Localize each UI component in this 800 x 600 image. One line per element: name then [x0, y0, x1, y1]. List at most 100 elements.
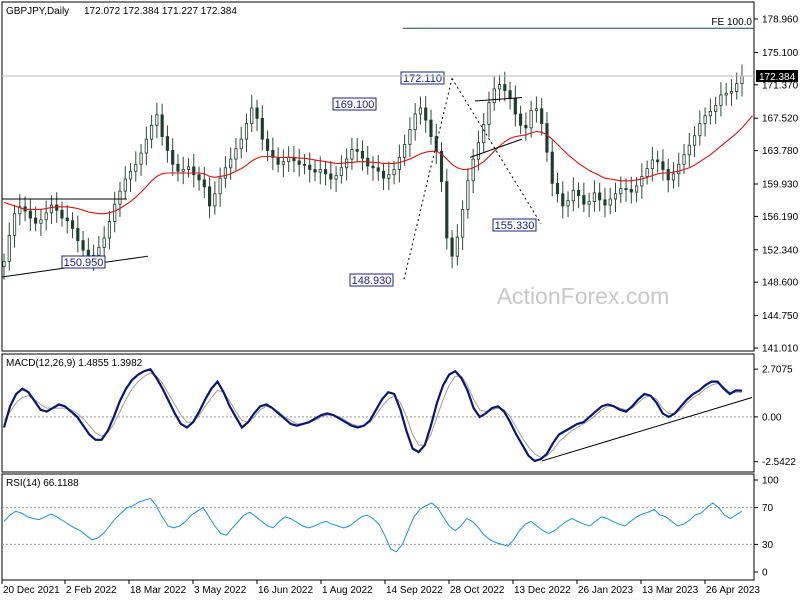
candle [339, 155, 343, 184]
x-axis-label: 20 Dec 2021 [3, 585, 60, 596]
candle [313, 160, 317, 182]
candle [239, 126, 243, 159]
candle-body [555, 182, 560, 195]
candle-body [334, 175, 338, 180]
candle-body [534, 108, 538, 111]
candle [524, 112, 528, 141]
x-axis-label: 28 Oct 2022 [450, 585, 505, 596]
candle-body [239, 138, 243, 150]
candle [587, 192, 591, 218]
candle [12, 204, 17, 248]
candle [598, 182, 602, 212]
candle [482, 113, 486, 153]
candle [102, 226, 106, 261]
x-axis-label: 13 Mar 2023 [642, 585, 699, 596]
candle [592, 180, 596, 212]
candle [608, 187, 612, 215]
candle-body [12, 213, 17, 236]
candle-body [28, 210, 32, 219]
price-annotation: 148.930 [349, 273, 394, 287]
candle [55, 192, 59, 223]
candle-body [550, 151, 554, 184]
candle-body [403, 143, 407, 158]
candle [302, 154, 307, 175]
annotation-label: 150.950 [64, 257, 104, 269]
candle [397, 144, 401, 183]
candle [582, 182, 586, 213]
candle [413, 103, 417, 141]
candle-body [719, 94, 723, 106]
candle [234, 137, 238, 172]
candle [561, 181, 565, 219]
candle [345, 148, 349, 181]
macd-trendline [541, 397, 753, 462]
x-axis-label: 16 Jun 2022 [258, 585, 313, 596]
candle [519, 105, 523, 134]
candle-body [740, 75, 744, 85]
annotation-box [61, 255, 106, 269]
candle [503, 71, 507, 102]
price-axis-label: 141.010 [762, 344, 799, 355]
candle [165, 125, 169, 163]
candle [297, 148, 301, 177]
candle [735, 72, 739, 100]
candle-body [577, 189, 581, 196]
candle-body [519, 113, 523, 126]
candle-body [44, 212, 48, 221]
price-axis-label: 171.370 [762, 80, 799, 91]
ohlc-values: 172.072 172.384 171.227 172.384 [84, 6, 237, 17]
candle-body [244, 123, 249, 140]
candle-body [487, 102, 491, 125]
candle-body [540, 108, 544, 124]
candle-body [76, 228, 80, 241]
candle-body [360, 150, 365, 159]
candle-body [281, 161, 285, 165]
price-axis-label: 178.960 [762, 15, 799, 26]
rsi-axis-label: 30 [762, 540, 774, 551]
x-axis-label: 1 Aug 2022 [322, 585, 373, 596]
rsi-axis-label: 100 [762, 476, 779, 487]
candle-body [708, 111, 712, 117]
watermark: ActionForex.com [497, 283, 670, 309]
candle-body [107, 221, 112, 239]
price-annotation: 155.330 [492, 218, 537, 232]
candle-body [729, 91, 734, 94]
annotation-box [332, 97, 377, 111]
candle-body [60, 209, 64, 219]
candle [250, 95, 254, 133]
candle-body [55, 204, 59, 211]
candle-body [466, 180, 470, 210]
candle [724, 83, 728, 106]
candle [7, 222, 11, 271]
candle [281, 149, 285, 178]
candle-body [350, 149, 354, 160]
candle [529, 100, 533, 138]
candle-body [645, 168, 649, 177]
candle [450, 230, 454, 269]
candle-body [65, 217, 69, 222]
candle-body [371, 165, 375, 169]
candle [208, 177, 212, 219]
candle-body [186, 166, 191, 170]
candle-body [323, 169, 328, 175]
candle-body [571, 189, 575, 202]
candle [128, 163, 133, 192]
candle-body [113, 203, 117, 222]
rsi-axis-label: 0 [762, 568, 768, 579]
candle-body [608, 198, 612, 206]
candle-body [598, 192, 602, 201]
candle-body [287, 156, 291, 163]
candle [666, 158, 670, 193]
candle [571, 177, 575, 212]
candle-body [492, 88, 496, 104]
candle-body [97, 247, 101, 256]
candle [698, 110, 702, 146]
candle-body [650, 159, 654, 170]
candle [329, 160, 333, 190]
candle [134, 151, 138, 182]
x-axis-label: 18 Mar 2022 [130, 585, 187, 596]
candle-body [7, 234, 11, 262]
macd-signal-line [3, 372, 742, 458]
candle-body [445, 181, 449, 239]
candle [729, 79, 734, 106]
